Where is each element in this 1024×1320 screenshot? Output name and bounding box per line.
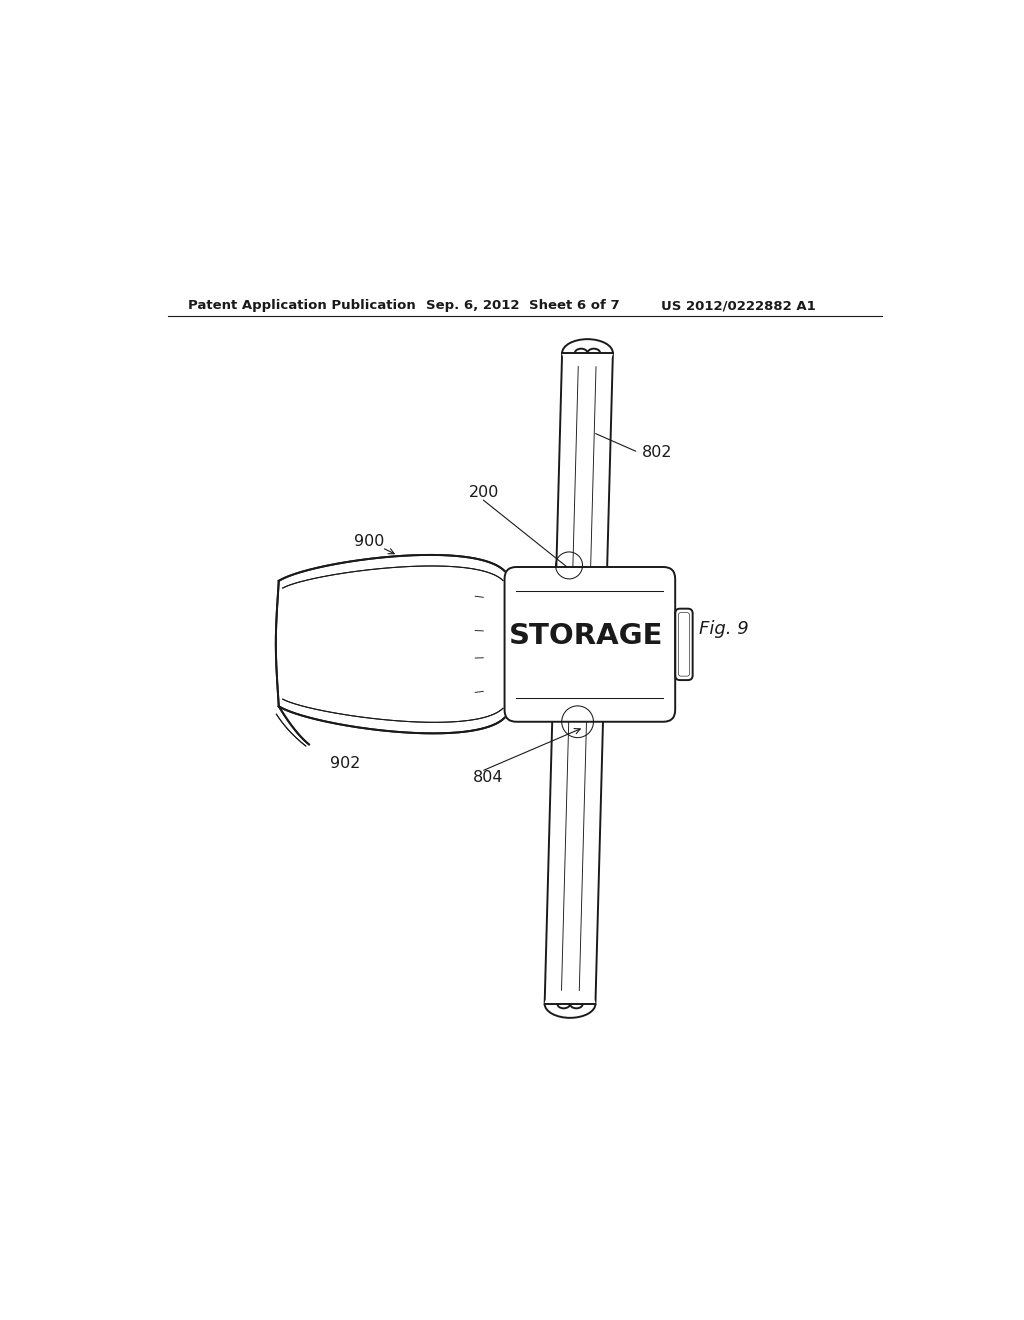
Text: US 2012/0222882 A1: US 2012/0222882 A1 bbox=[662, 300, 816, 312]
Ellipse shape bbox=[545, 990, 595, 1018]
Text: 802: 802 bbox=[642, 445, 673, 459]
FancyBboxPatch shape bbox=[675, 609, 692, 680]
Text: STORAGE: STORAGE bbox=[509, 623, 664, 651]
Text: Fig. 9: Fig. 9 bbox=[699, 619, 750, 638]
Text: 200: 200 bbox=[469, 484, 500, 499]
Text: Patent Application Publication: Patent Application Publication bbox=[187, 300, 416, 312]
Polygon shape bbox=[275, 554, 505, 734]
Ellipse shape bbox=[562, 339, 613, 367]
Text: 804: 804 bbox=[473, 770, 504, 785]
Text: 900: 900 bbox=[354, 533, 385, 549]
FancyBboxPatch shape bbox=[505, 568, 675, 722]
Text: Sep. 6, 2012: Sep. 6, 2012 bbox=[426, 300, 519, 312]
Text: Sheet 6 of 7: Sheet 6 of 7 bbox=[528, 300, 620, 312]
Text: 902: 902 bbox=[331, 756, 360, 771]
